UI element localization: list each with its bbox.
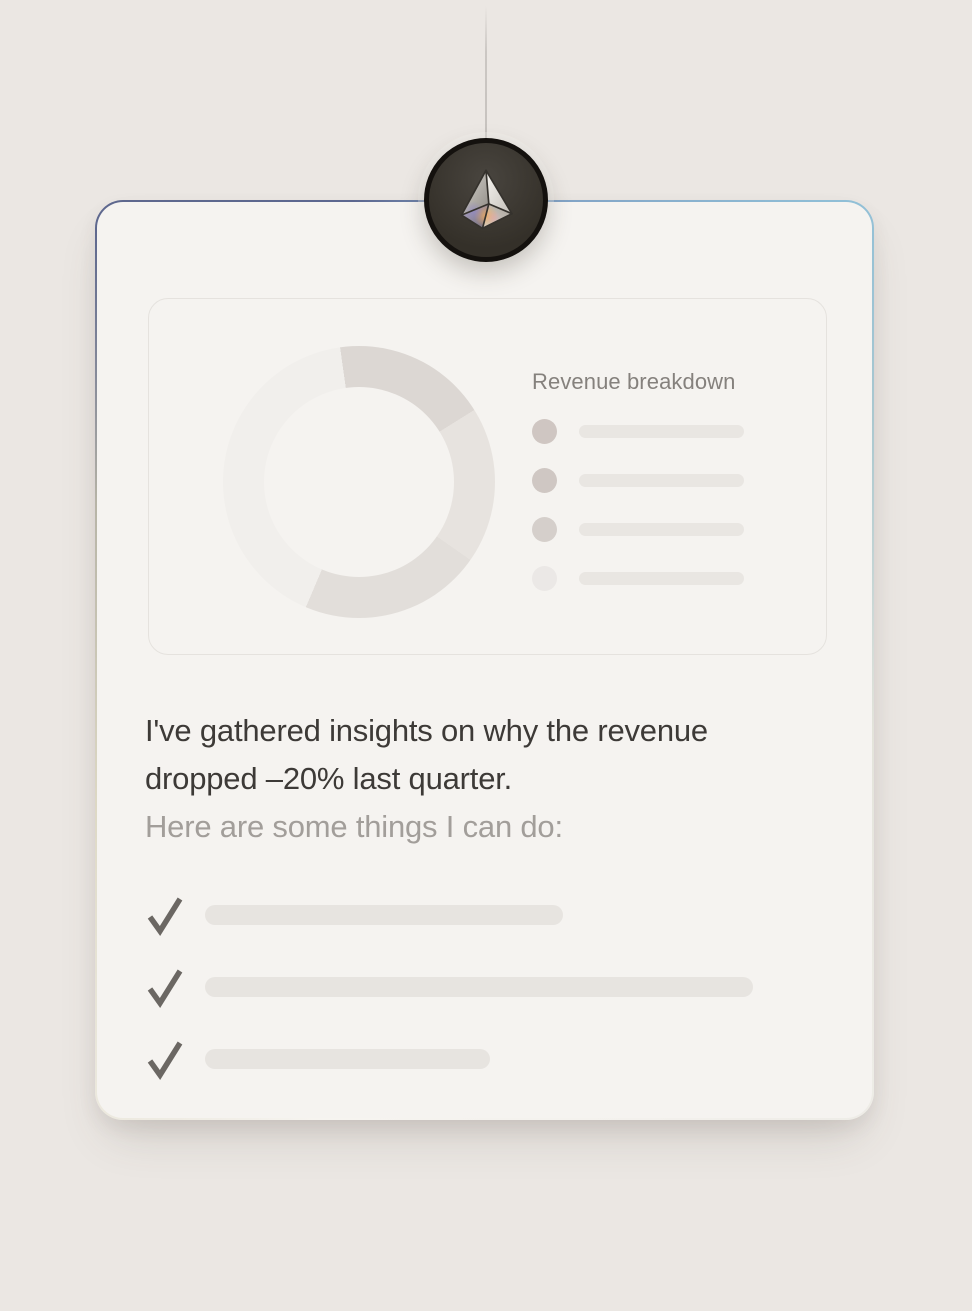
assistant-card: Revenue breakdown bbox=[95, 200, 874, 1120]
action-text-placeholder bbox=[205, 977, 753, 997]
assistant-card-body: Revenue breakdown bbox=[97, 202, 872, 1118]
legend-label-placeholder bbox=[579, 474, 744, 487]
legend-dot bbox=[532, 468, 557, 493]
chart-title: Revenue breakdown bbox=[532, 369, 736, 394]
legend-item bbox=[532, 517, 762, 542]
check-icon bbox=[147, 897, 183, 936]
legend-label-placeholder bbox=[579, 523, 744, 536]
legend-item bbox=[532, 419, 762, 444]
revenue-chart-card: Revenue breakdown bbox=[148, 298, 827, 655]
legend-label-placeholder bbox=[579, 572, 744, 585]
check-icon bbox=[147, 969, 183, 1008]
donut-chart bbox=[223, 346, 495, 618]
message-subline: Here are some things I can do: bbox=[145, 809, 563, 844]
legend-item bbox=[532, 468, 762, 493]
suggested-action-row[interactable] bbox=[143, 892, 563, 938]
assistant-avatar bbox=[424, 138, 548, 262]
legend-label-placeholder bbox=[579, 425, 744, 438]
donut-hole bbox=[264, 387, 454, 577]
suggested-action-row[interactable] bbox=[143, 964, 753, 1010]
chart-legend: Revenue breakdown bbox=[532, 369, 762, 591]
message-line-2: dropped –20% last quarter. bbox=[145, 761, 513, 796]
message-line-1: I've gathered insights on why the revenu… bbox=[145, 713, 708, 748]
legend-dot bbox=[532, 517, 557, 542]
legend-dot bbox=[532, 566, 557, 591]
check-icon bbox=[147, 1041, 183, 1080]
suggested-action-row[interactable] bbox=[143, 1036, 490, 1082]
action-text-placeholder bbox=[205, 1049, 490, 1069]
prism-icon bbox=[460, 169, 513, 230]
legend-dot bbox=[532, 419, 557, 444]
legend-item bbox=[532, 566, 762, 591]
connector-line bbox=[485, 6, 487, 138]
action-text-placeholder bbox=[205, 905, 563, 925]
assistant-message: I've gathered insights on why the revenu… bbox=[145, 707, 708, 851]
